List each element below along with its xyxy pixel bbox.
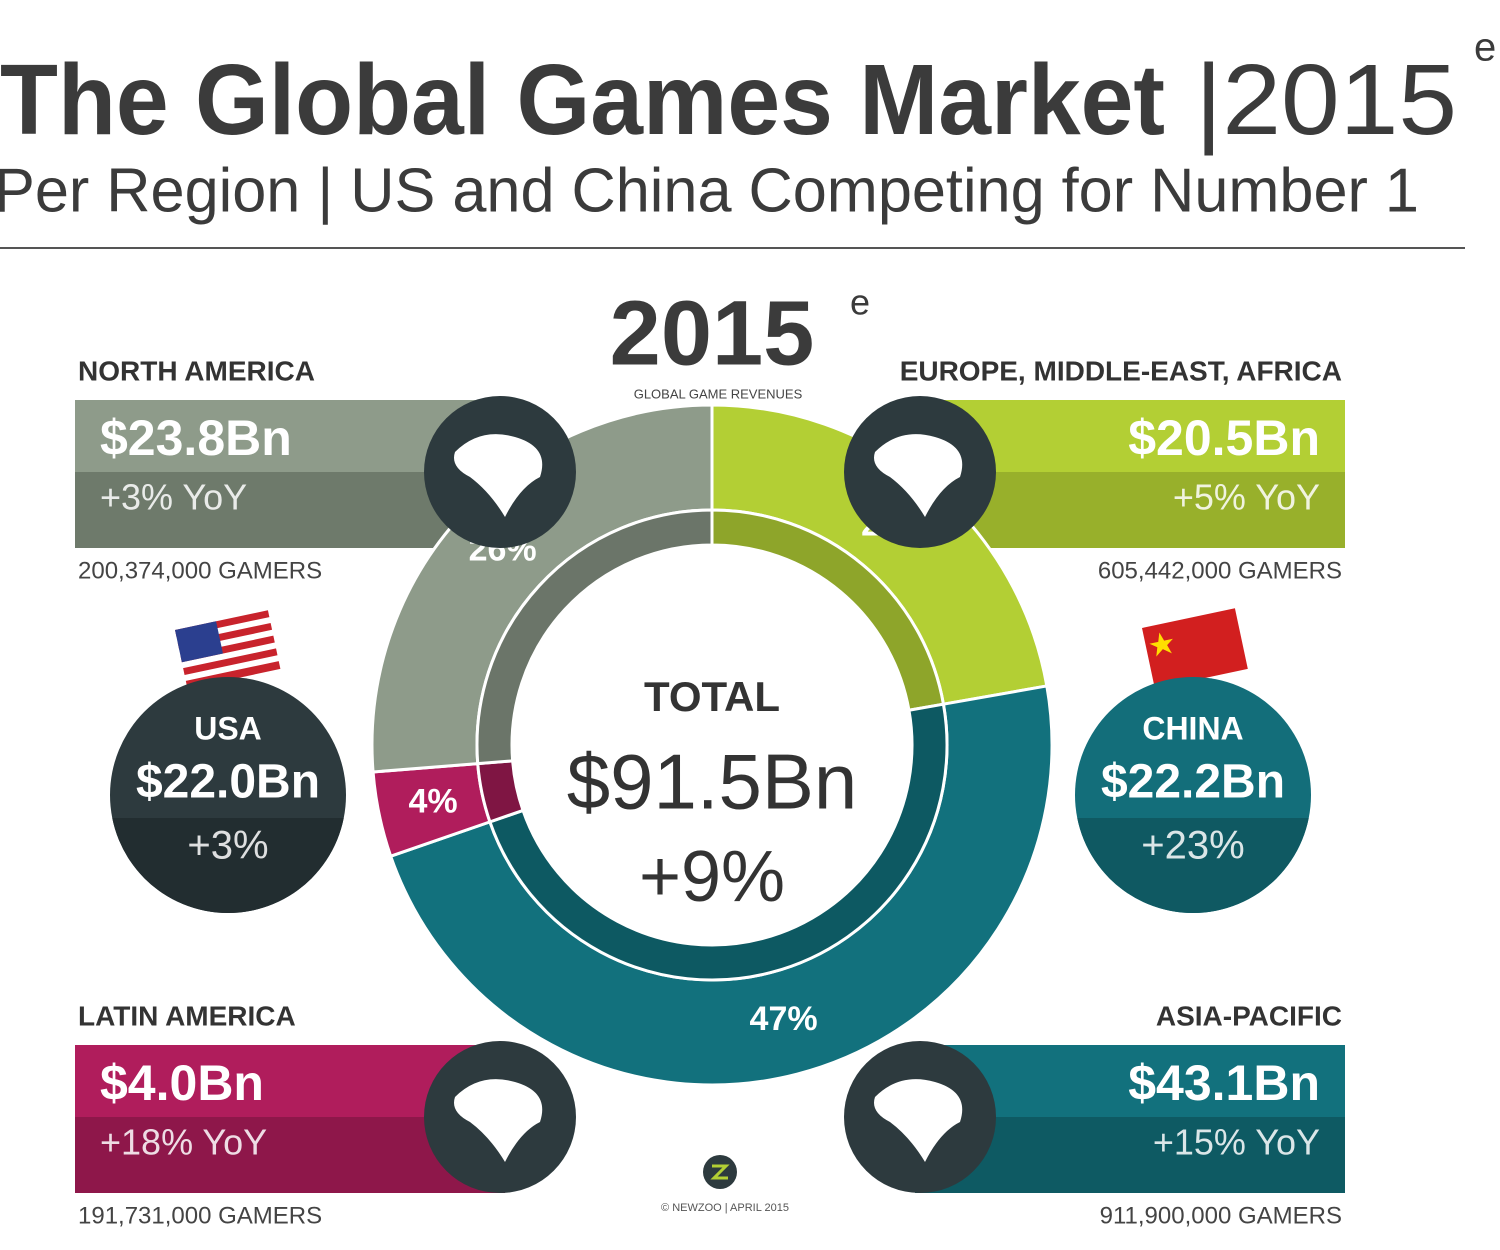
page-title: The Global Games Market |2015 — [0, 44, 1457, 156]
region-name: ASIA-PACIFIC — [1156, 1000, 1342, 1031]
region-gamers: 605,442,000 GAMERS — [1098, 557, 1342, 584]
donut: 22%47%4%26%TOTAL$91.5Bn+9% — [370, 403, 1054, 1087]
country-name: USA — [194, 710, 262, 746]
region-revenue: $20.5Bn — [1128, 410, 1320, 466]
donut-inner-segment — [475, 508, 714, 766]
donut-label: 47% — [750, 1000, 818, 1038]
region-gamers: 200,374,000 GAMERS — [78, 557, 322, 584]
title-year: |2015 — [1195, 44, 1457, 156]
title-sup: e — [1474, 26, 1496, 70]
region-name: LATIN AMERICA — [78, 1000, 296, 1031]
center-label: TOTAL — [644, 673, 780, 720]
chart-subtitle: GLOBAL GAME REVENUES — [634, 386, 803, 401]
title-main: The Global Games Market — [0, 44, 1165, 156]
footer: © NEWZOO | APRIL 2015 — [661, 1202, 789, 1214]
country-name: CHINA — [1142, 710, 1243, 746]
page-subtitle: Per Region | US and China Competing for … — [0, 156, 1419, 225]
map-shape — [874, 434, 963, 517]
center-value: $91.5Bn — [567, 738, 858, 826]
chart-title-sup: e — [850, 282, 870, 323]
map-shape — [454, 1079, 543, 1162]
country-growth: +3% — [187, 824, 268, 868]
donut-label: 4% — [408, 782, 457, 820]
region-gamers: 191,731,000 GAMERS — [78, 1202, 322, 1229]
chart-title: 2015 — [610, 282, 815, 384]
map-circles — [424, 396, 996, 1193]
map-shape — [454, 434, 543, 517]
donut-hole — [512, 545, 912, 945]
region-revenue: $43.1Bn — [1128, 1055, 1320, 1111]
center-growth: +9% — [639, 837, 785, 917]
region-growth: +3% YoY — [100, 477, 247, 518]
region-name: NORTH AMERICA — [78, 355, 315, 386]
region-growth: +18% YoY — [100, 1122, 267, 1163]
region-gamers: 911,900,000 GAMERS — [1100, 1202, 1342, 1229]
country-growth: +23% — [1141, 824, 1244, 868]
region-revenue: $4.0Bn — [100, 1055, 264, 1111]
region-growth: +5% YoY — [1173, 477, 1320, 518]
region-name: EUROPE, MIDDLE-EAST, AFRICA — [900, 355, 1342, 386]
logo-mark — [710, 1164, 730, 1180]
country-revenue: $22.0Bn — [136, 756, 320, 809]
map-shape — [874, 1079, 963, 1162]
region-revenue: $23.8Bn — [100, 410, 292, 466]
usa-flag — [175, 610, 281, 689]
region-growth: +15% YoY — [1153, 1122, 1320, 1163]
country-revenue: $22.2Bn — [1101, 756, 1285, 809]
china-flag — [1142, 608, 1248, 689]
